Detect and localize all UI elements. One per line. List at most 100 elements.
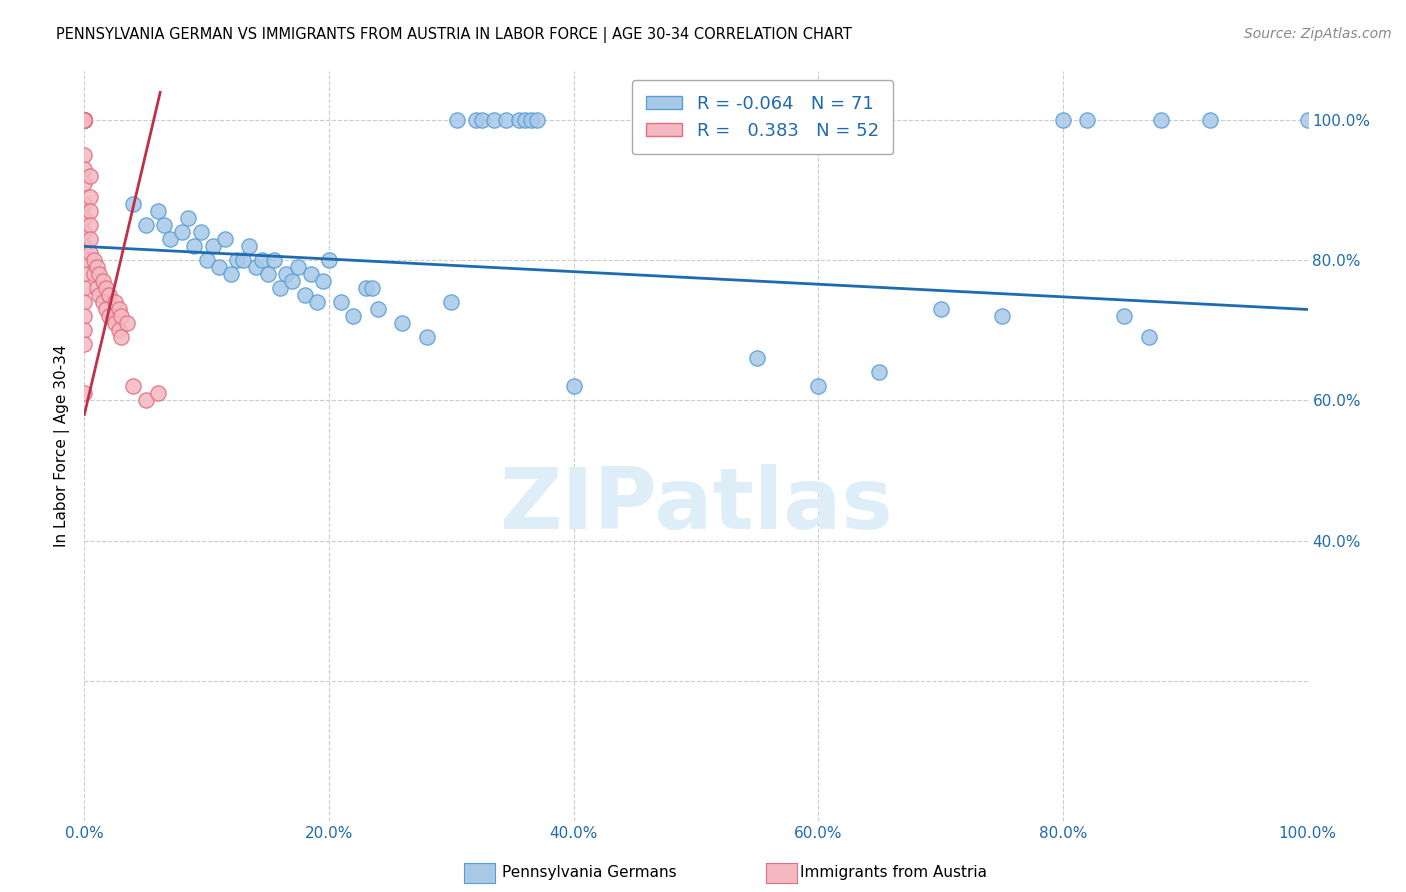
Point: [91, 295, 114, 310]
Point: [73, 113, 96, 128]
Point: [1150, 113, 1173, 128]
Point: [294, 288, 316, 302]
Point: [991, 310, 1014, 324]
Point: [73, 113, 96, 128]
Point: [73, 253, 96, 268]
Point: [73, 148, 96, 162]
Point: [79, 246, 101, 260]
Point: [305, 295, 328, 310]
Point: [73, 177, 96, 191]
Point: [73, 211, 96, 226]
Point: [201, 239, 224, 253]
Point: [73, 281, 96, 295]
Point: [367, 302, 389, 317]
Point: [238, 239, 260, 253]
Point: [110, 310, 132, 324]
Point: [342, 310, 364, 324]
Point: [73, 113, 96, 128]
Point: [73, 197, 96, 211]
Point: [73, 337, 96, 351]
Point: [520, 113, 543, 128]
Point: [97, 288, 120, 302]
Point: [73, 113, 96, 128]
Point: [354, 281, 377, 295]
Point: [495, 113, 517, 128]
Point: [391, 317, 413, 331]
Text: ZIPatlas: ZIPatlas: [499, 465, 893, 548]
Legend: R = -0.064   N = 71, R =   0.383   N = 52: R = -0.064 N = 71, R = 0.383 N = 52: [631, 80, 893, 154]
Point: [135, 393, 157, 408]
Point: [153, 219, 176, 233]
Point: [73, 268, 96, 282]
Point: [159, 232, 181, 246]
Point: [122, 197, 145, 211]
Point: [172, 226, 194, 240]
Point: [747, 351, 769, 366]
Point: [115, 317, 138, 331]
Point: [263, 253, 285, 268]
Point: [73, 113, 96, 128]
Point: [97, 310, 120, 324]
Point: [86, 260, 108, 275]
Point: [513, 113, 536, 128]
Point: [73, 113, 96, 128]
Point: [482, 113, 505, 128]
Point: [146, 204, 169, 219]
Point: [226, 253, 249, 268]
Point: [471, 113, 494, 128]
Point: [135, 219, 157, 233]
Point: [73, 386, 96, 401]
Point: [73, 113, 96, 128]
Point: [257, 268, 280, 282]
Point: [214, 232, 236, 246]
Point: [91, 275, 114, 289]
Point: [73, 113, 96, 128]
Point: [73, 295, 96, 310]
Point: [146, 386, 169, 401]
Point: [83, 253, 105, 268]
Point: [83, 268, 105, 282]
Point: [87, 288, 110, 302]
Point: [869, 366, 891, 380]
Point: [107, 302, 129, 317]
Point: [122, 379, 145, 393]
Point: [562, 379, 585, 393]
Point: [208, 260, 231, 275]
Point: [330, 295, 353, 310]
Point: [79, 232, 101, 246]
Point: [73, 113, 96, 128]
Point: [232, 253, 254, 268]
Point: [1137, 330, 1160, 344]
Point: [287, 260, 309, 275]
Point: [195, 253, 218, 268]
Text: Source: ZipAtlas.com: Source: ZipAtlas.com: [1244, 27, 1392, 41]
Point: [87, 268, 110, 282]
Text: PENNSYLVANIA GERMAN VS IMMIGRANTS FROM AUSTRIA IN LABOR FORCE | AGE 30-34 CORREL: PENNSYLVANIA GERMAN VS IMMIGRANTS FROM A…: [56, 27, 852, 43]
Point: [73, 113, 96, 128]
Point: [73, 113, 96, 128]
Point: [79, 204, 101, 219]
Point: [73, 239, 96, 253]
Text: Pennsylvania Germans: Pennsylvania Germans: [502, 865, 676, 880]
Point: [73, 113, 96, 128]
Point: [96, 302, 118, 317]
Point: [96, 281, 118, 295]
Point: [526, 113, 548, 128]
Point: [318, 253, 340, 268]
Point: [79, 219, 101, 233]
Point: [508, 113, 530, 128]
Point: [250, 253, 273, 268]
Point: [245, 260, 267, 275]
Point: [73, 113, 96, 128]
Text: Immigrants from Austria: Immigrants from Austria: [800, 865, 987, 880]
Point: [1076, 113, 1098, 128]
Point: [1114, 310, 1136, 324]
Point: [73, 113, 96, 128]
Point: [440, 295, 463, 310]
Point: [73, 113, 96, 128]
Point: [73, 323, 96, 337]
Point: [1198, 113, 1220, 128]
Point: [73, 113, 96, 128]
Point: [110, 330, 132, 344]
Point: [73, 113, 96, 128]
